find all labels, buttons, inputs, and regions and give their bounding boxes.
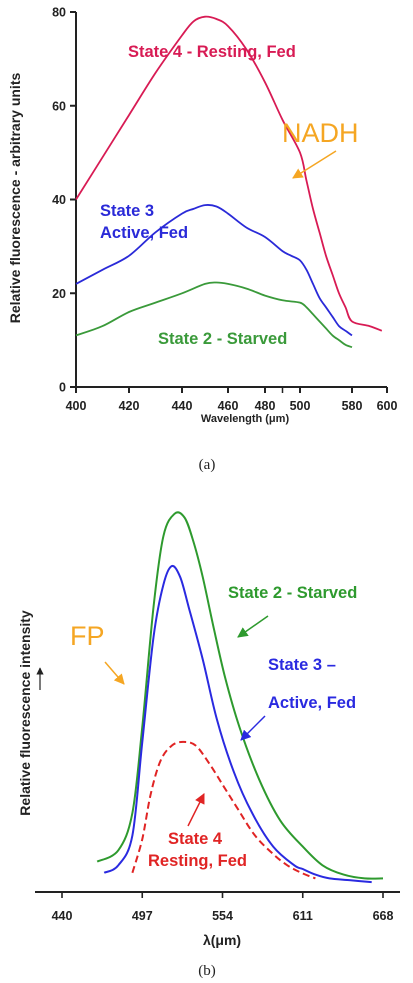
chart-a-x-tick-label: 480 [255, 399, 276, 413]
chart-a-line-state-3-active-fed [75, 204, 353, 337]
chart-a-series-label-state4: State 4 - Resting, Fed [128, 43, 296, 61]
chart-a-nadh-arrow [292, 150, 337, 179]
chart-b-state2-arrow [237, 615, 269, 638]
chart-b-state4-arrow [187, 793, 205, 827]
chart-b-series-label-state2: State 2 - Starved [228, 584, 357, 602]
chart-a: 0 20 40 60 80 400 420 440 460 480 500 580 600 Wavel… [7, 6, 397, 474]
chart-b-x-axis-label: λ(μm) [203, 932, 241, 948]
chart-a-x-tick-label: 580 [342, 399, 363, 413]
chart-a-y-tick-label: 0 [59, 381, 66, 395]
chart-a-line-state-4-resting-fed [75, 15, 383, 332]
chart-a-nadh-label: NADH [282, 118, 359, 148]
chart-a-x-tick-label: 440 [172, 399, 193, 413]
chart-b-y-axis-label: Relative fluorescence intensity [17, 610, 33, 816]
chart-b-line-state-2-starved [96, 511, 384, 880]
chart-a-x-tick-label: 500 [290, 399, 311, 413]
chart-b-series-label-state4: State 4 Resting, Fed [148, 830, 247, 870]
chart-a-y-tick-label: 40 [52, 193, 66, 207]
chart-b-x-tick-label: 611 [293, 909, 313, 923]
chart-b-caption: (b) [198, 963, 216, 979]
chart-b-line-state-4-resting-fed [131, 740, 316, 880]
chart-b-fp-arrow [104, 661, 125, 685]
chart-a-y-axis-label: Relative fluorescence - arbitrary units [7, 73, 23, 324]
chart-a-caption: (a) [199, 457, 216, 473]
chart-a-y-tick-label: 20 [52, 287, 66, 301]
chart-a-y-tick-label: 60 [52, 99, 66, 113]
chart-a-x-tick-label: 460 [218, 399, 239, 413]
chart-b-x-tick-label: 554 [212, 909, 233, 923]
chart-a-series-label-state3: State 3 Active, Fed [100, 202, 188, 242]
chart-a-x-tick-label: 600 [377, 399, 398, 413]
chart-a-x-tick-label: 400 [66, 399, 87, 413]
chart-b: 440 497 554 611 668 λ(μm) Relative fluoresce… [17, 511, 400, 979]
chart-a-x-tick-label: 420 [119, 399, 140, 413]
chart-b-x-tick-label: 497 [132, 909, 153, 923]
chart-b-x-tick-label: 668 [373, 909, 394, 923]
chart-b-series-label-state3: State 3 – Active, Fed [268, 656, 356, 712]
chart-a-line-state-2-starved [75, 281, 353, 349]
chart-a-series-label-state2: State 2 - Starved [158, 330, 287, 348]
chart-b-fp-label: FP [70, 621, 105, 651]
chart-a-y-tick-label: 80 [52, 6, 66, 20]
chart-b-state3-arrow [240, 715, 266, 741]
chart-b-x-tick-label: 440 [52, 909, 73, 923]
chart-a-x-axis-label: Wavelength (μm) [201, 413, 290, 425]
chart-b-line-state-3-active-fed [103, 564, 372, 884]
